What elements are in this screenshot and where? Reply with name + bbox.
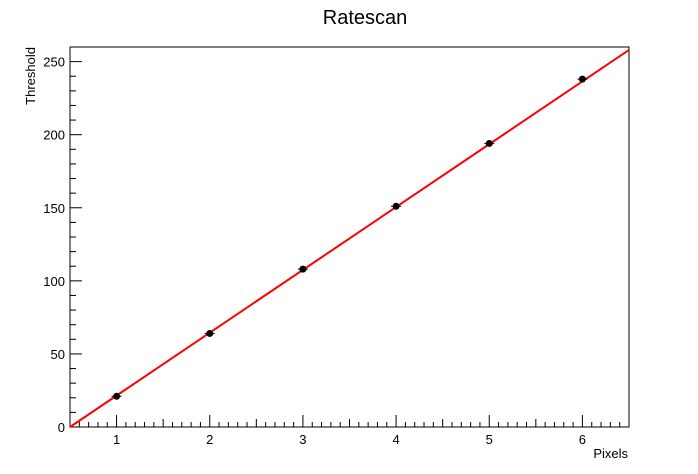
x-tick-label: 2 <box>206 432 213 447</box>
y-tick-label: 150 <box>43 201 65 216</box>
data-point <box>392 202 400 210</box>
x-axis: 1 2 3 4 5 6 <box>69 415 630 447</box>
y-axis-label: Threshold <box>23 47 38 105</box>
y-tick-label: 250 <box>43 55 65 70</box>
data-point <box>578 75 586 83</box>
data-point <box>485 139 493 147</box>
x-axis-label: Pixels <box>593 446 628 461</box>
plot-area <box>69 49 630 428</box>
y-axis: 0 50 100 150 200 250 <box>43 46 82 435</box>
data-point <box>113 392 121 400</box>
y-tick-label: 50 <box>51 347 65 362</box>
x-tick-label: 3 <box>299 432 306 447</box>
x-tick-label: 5 <box>486 432 493 447</box>
x-tick-label: 4 <box>392 432 399 447</box>
chart-title: Ratescan <box>323 7 408 29</box>
x-tick-label: 6 <box>579 432 586 447</box>
data-point <box>206 329 214 337</box>
fit-line <box>69 49 630 428</box>
y-tick-label: 200 <box>43 128 65 143</box>
y-tick-label: 100 <box>43 274 65 289</box>
x-tick-label: 1 <box>113 432 120 447</box>
data-point <box>299 265 307 273</box>
y-tick-label: 0 <box>58 420 65 435</box>
